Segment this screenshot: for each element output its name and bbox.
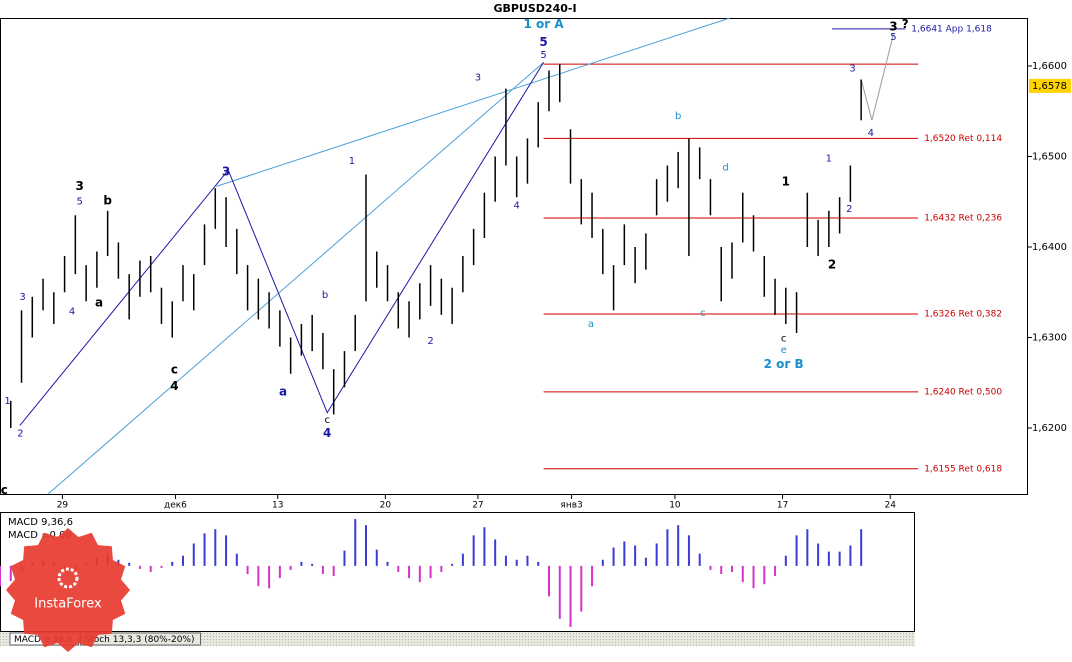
- x-tick-label: дек6: [164, 501, 187, 511]
- wave-label: c: [171, 363, 178, 377]
- y-tick-label: 1,6400: [1032, 242, 1067, 253]
- wave-label: 3: [75, 179, 83, 193]
- logo-text: InstaForex: [34, 597, 102, 612]
- wave-label: a: [95, 296, 103, 310]
- macd-title: MACD 9,36,6: [8, 517, 73, 528]
- trend-line: [860, 34, 894, 121]
- x-tick-label: 10: [669, 501, 681, 511]
- wave-label: a: [588, 319, 594, 330]
- logo-gear: [57, 567, 79, 589]
- wave-label: a: [279, 384, 287, 398]
- macd-value: MACD =0,00: [8, 530, 72, 541]
- wave-label: 2: [828, 258, 836, 272]
- wave-label: ?: [902, 17, 909, 31]
- level-label: 1,6432 Ret 0,236: [924, 214, 1002, 224]
- wave-label: 4: [170, 379, 178, 393]
- plot-frame: [0, 18, 1028, 495]
- x-tick-label: 13: [272, 501, 283, 511]
- wave-label: 4: [868, 128, 874, 139]
- wave-label: 5: [76, 197, 82, 208]
- x-tick-label: 17: [777, 501, 788, 511]
- tab-label: Stoch 13,3,3 (80%-20%): [84, 635, 194, 645]
- wave-label: 1: [349, 156, 355, 167]
- wave-label: 4: [323, 426, 331, 440]
- wave-label: 1: [4, 396, 10, 407]
- wave-label: 1 or A: [524, 17, 565, 31]
- logo-burst: [6, 528, 130, 652]
- current-price-label: 1,6578: [1032, 81, 1067, 92]
- x-tick-label: 24: [884, 501, 896, 511]
- wave-label: 1: [782, 174, 790, 188]
- wave-label: b: [675, 111, 681, 122]
- wave-label: 4: [514, 200, 520, 211]
- wave-label: 4: [69, 306, 75, 317]
- wave-label: 3: [889, 20, 897, 34]
- trend-line: [19, 62, 545, 426]
- y-tick-label: 1,6200: [1032, 423, 1067, 434]
- x-tick-label: 20: [380, 501, 392, 511]
- level-label: 1,6326 Ret 0,382: [924, 309, 1002, 319]
- wave-label: e: [781, 345, 787, 356]
- watermark-logo: InstaForex: [6, 528, 130, 652]
- wave-label: 5: [890, 32, 896, 43]
- current-price-box: [1029, 78, 1071, 93]
- wave-label: c: [324, 415, 330, 426]
- level-label: 1,6155 Ret 0,618: [924, 464, 1002, 474]
- wave-label: 5: [539, 35, 547, 49]
- wave-label: 2 or B: [764, 357, 804, 371]
- tab[interactable]: Stoch 13,3,3 (80%-20%): [79, 632, 201, 646]
- y-tick-label: 1,6300: [1032, 333, 1067, 344]
- wave-label: b: [103, 193, 112, 207]
- chart-title: GBPUSD240-I: [493, 2, 576, 15]
- level-label: 1,6641 App 1,618: [911, 24, 992, 34]
- y-tick-label: 1,6600: [1032, 61, 1067, 72]
- wave-label: d: [722, 162, 728, 173]
- wave-label: 2: [846, 204, 852, 215]
- x-tick-label: 27: [472, 501, 483, 511]
- wave-label: 3: [849, 64, 855, 75]
- wave-label: c: [1, 483, 8, 497]
- wave-label: 5: [540, 50, 546, 61]
- level-label: 1,6240 Ret 0,500: [924, 387, 1002, 397]
- wave-label: c: [700, 308, 706, 319]
- wave-label: 3: [475, 73, 481, 84]
- wave-label: c: [781, 333, 787, 344]
- x-tick-label: янв3: [560, 501, 582, 511]
- wave-label: 3: [19, 292, 25, 303]
- wave-label: 1: [826, 153, 832, 164]
- trend-line: [47, 61, 544, 495]
- tab-bar: [0, 632, 915, 646]
- wave-label: 2: [427, 336, 433, 347]
- y-tick-label: 1,6500: [1032, 151, 1067, 162]
- wave-label: 2: [17, 428, 23, 439]
- x-tick-label: 29: [57, 501, 69, 511]
- trend-line: [216, 18, 730, 187]
- wave-label: 3: [222, 164, 230, 178]
- level-label: 1,6520 Ret 0,114: [924, 134, 1002, 144]
- wave-label: b: [322, 290, 328, 301]
